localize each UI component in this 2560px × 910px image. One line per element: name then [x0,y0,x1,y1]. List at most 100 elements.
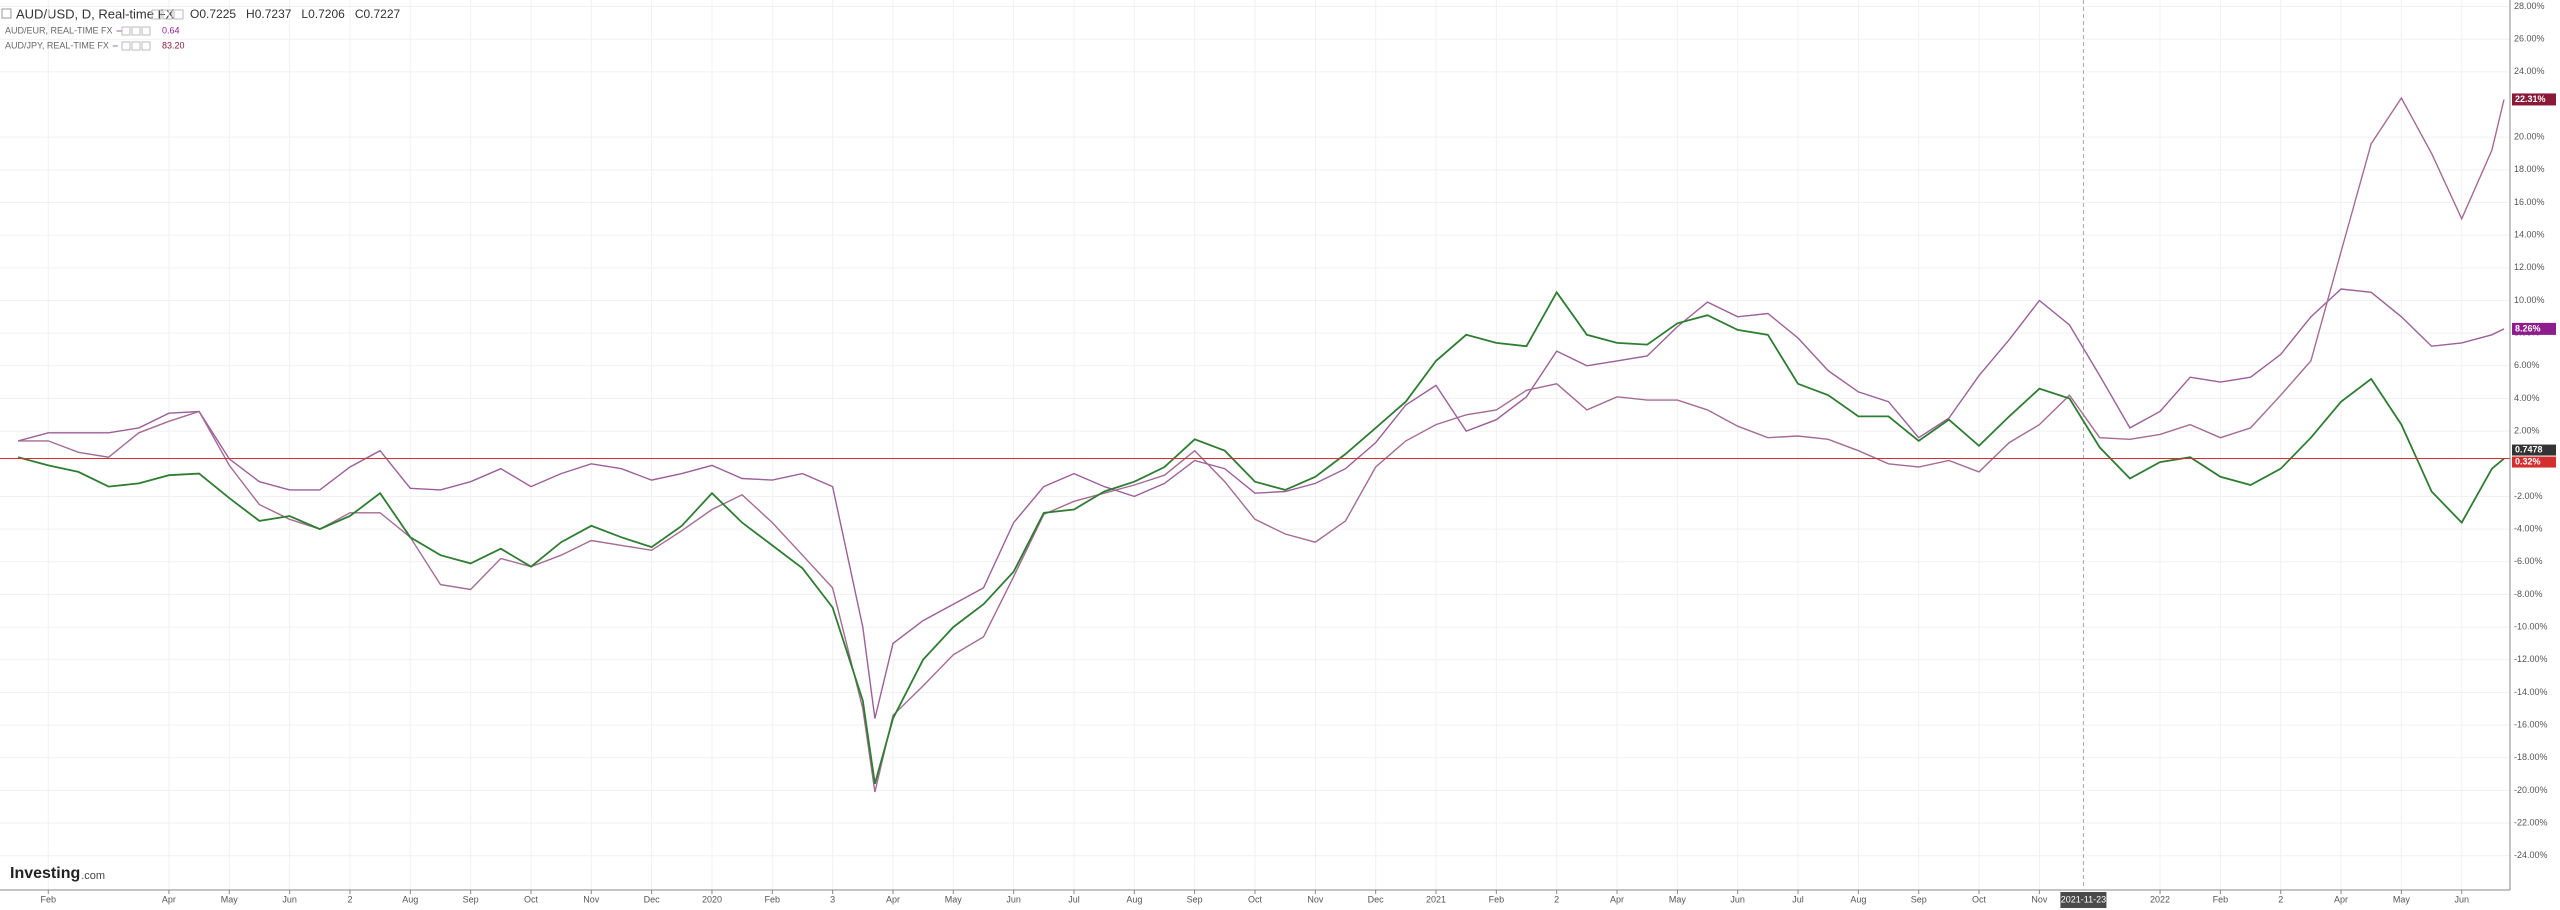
series-line [18,96,2505,793]
x-tick-label: Oct [524,894,539,904]
value-flag-label: 8.26% [2515,323,2541,333]
y-tick-label: 24.00% [2514,66,2545,76]
y-tick-label: -16.00% [2514,719,2548,729]
ohlc-value: L0.7206 [301,7,345,21]
y-tick-label: -12.00% [2514,654,2548,664]
y-tick-label: 16.00% [2514,197,2545,207]
x-tick-label: Apr [1610,894,1624,904]
ohlc-value: C0.7227 [355,7,401,21]
header-icon[interactable] [173,9,184,20]
y-tick-label: 18.00% [2514,164,2545,174]
value-flag-label: 0.32% [2515,456,2541,466]
x-tick-label: 2 [2278,894,2283,904]
y-tick-label: -6.00% [2514,556,2543,566]
y-tick-label: 10.00% [2514,295,2545,305]
x-tick-label: 2020 [702,894,722,904]
y-tick-label: 6.00% [2514,360,2540,370]
x-tick-label: Sep [1187,894,1203,904]
y-tick-label: -20.00% [2514,785,2548,795]
grid [0,0,2510,890]
y-tick-label: -8.00% [2514,589,2543,599]
x-tick-label: Nov [2031,894,2048,904]
y-tick-label: -10.00% [2514,621,2548,631]
legend-icon[interactable] [131,41,141,51]
x-tick-label: Aug [1850,894,1866,904]
x-tick-label: May [945,894,963,904]
legend-icon[interactable] [141,26,151,36]
x-tick-label: Nov [583,894,600,904]
x-tick-label: Dec [1368,894,1385,904]
x-tick-label: 2 [347,894,352,904]
y-tick-label: 28.00% [2514,1,2545,11]
y-tick-label: -14.00% [2514,687,2548,697]
value-flag [2512,93,2556,106]
ohlc-value: O0.7225 [190,7,236,21]
x-tick-label: Jul [1792,894,1804,904]
watermark-main: Investing [10,865,80,882]
value-flag [2512,456,2556,468]
x-tick-label: Feb [41,894,57,904]
x-tick-label: Oct [1972,894,1987,904]
series-line [17,288,2505,719]
x-tick-label: Jun [1730,894,1745,904]
x-tick-label: Oct [1248,894,1263,904]
x-tick-label: 3 [830,894,835,904]
y-tick-label: -4.00% [2514,523,2543,533]
x-tick-label: Apr [162,894,176,904]
legend-icon[interactable] [131,26,141,36]
x-tick-label: Jun [282,894,297,904]
x-tick-label: Sep [463,894,479,904]
y-tick-label: -2.00% [2514,491,2543,501]
legend-icon[interactable] [141,41,151,51]
x-tick-label: Nov [1307,894,1324,904]
y-tick-label: -18.00% [2514,752,2548,762]
legend-icon[interactable] [121,41,131,51]
ohlc-value: H0.7237 [246,7,292,21]
chart-title: AUD/USD, D, Real-time FX [16,6,175,21]
legend-value: 0.64 [162,25,180,35]
x-tick-label: May [2393,894,2411,904]
crosshair-label-box [2060,892,2107,908]
legend-label: AUD/JPY, REAL-TIME FX [5,40,109,50]
y-tick-label: 4.00% [2514,393,2540,403]
y-tick-label: -24.00% [2514,850,2548,860]
x-tick-label: Feb [1489,894,1505,904]
x-tick-label: 2021 [1426,894,1446,904]
y-tick-label: 26.00% [2514,34,2545,44]
value-flag-label: 22.31% [2515,94,2546,104]
x-tick-label: Aug [1126,894,1142,904]
legend-label: AUD/EUR, REAL-TIME FX [5,25,113,35]
x-tick-label: Apr [886,894,900,904]
header-icon[interactable] [162,9,173,20]
x-tick-label: 2 [1554,894,1559,904]
collapse-icon[interactable] [1,8,12,19]
header-icon[interactable] [151,9,162,20]
y-tick-label: 14.00% [2514,230,2545,240]
price-flag [2512,444,2556,456]
price-flag-label: 0.7478 [2515,444,2543,454]
y-tick-label: 20.00% [2514,132,2545,142]
x-tick-label: May [221,894,239,904]
x-tick-label: Dec [644,894,661,904]
x-tick-label: Jun [1006,894,1021,904]
y-tick-label: 12.00% [2514,262,2545,272]
x-tick-label: 2022 [2150,894,2170,904]
value-flag [2512,322,2556,335]
x-tick-label: Feb [2213,894,2229,904]
legend-icon[interactable] [121,26,131,36]
x-tick-label: Feb [765,894,781,904]
y-tick-label: -22.00% [2514,817,2548,827]
x-tick-label: Jul [1068,894,1080,904]
y-tick-label: 2.00% [2514,425,2540,435]
x-tick-label: Aug [402,894,418,904]
series-line [17,290,2505,785]
legend-value: 83.20 [162,40,185,50]
x-tick-label: Apr [2334,894,2348,904]
watermark-suffix: .com [81,870,105,882]
crosshair-label: 2021-11-23 [2061,894,2106,904]
x-tick-label: Jun [2454,894,2469,904]
x-tick-label: May [1669,894,1687,904]
x-tick-label: Sep [1911,894,1927,904]
